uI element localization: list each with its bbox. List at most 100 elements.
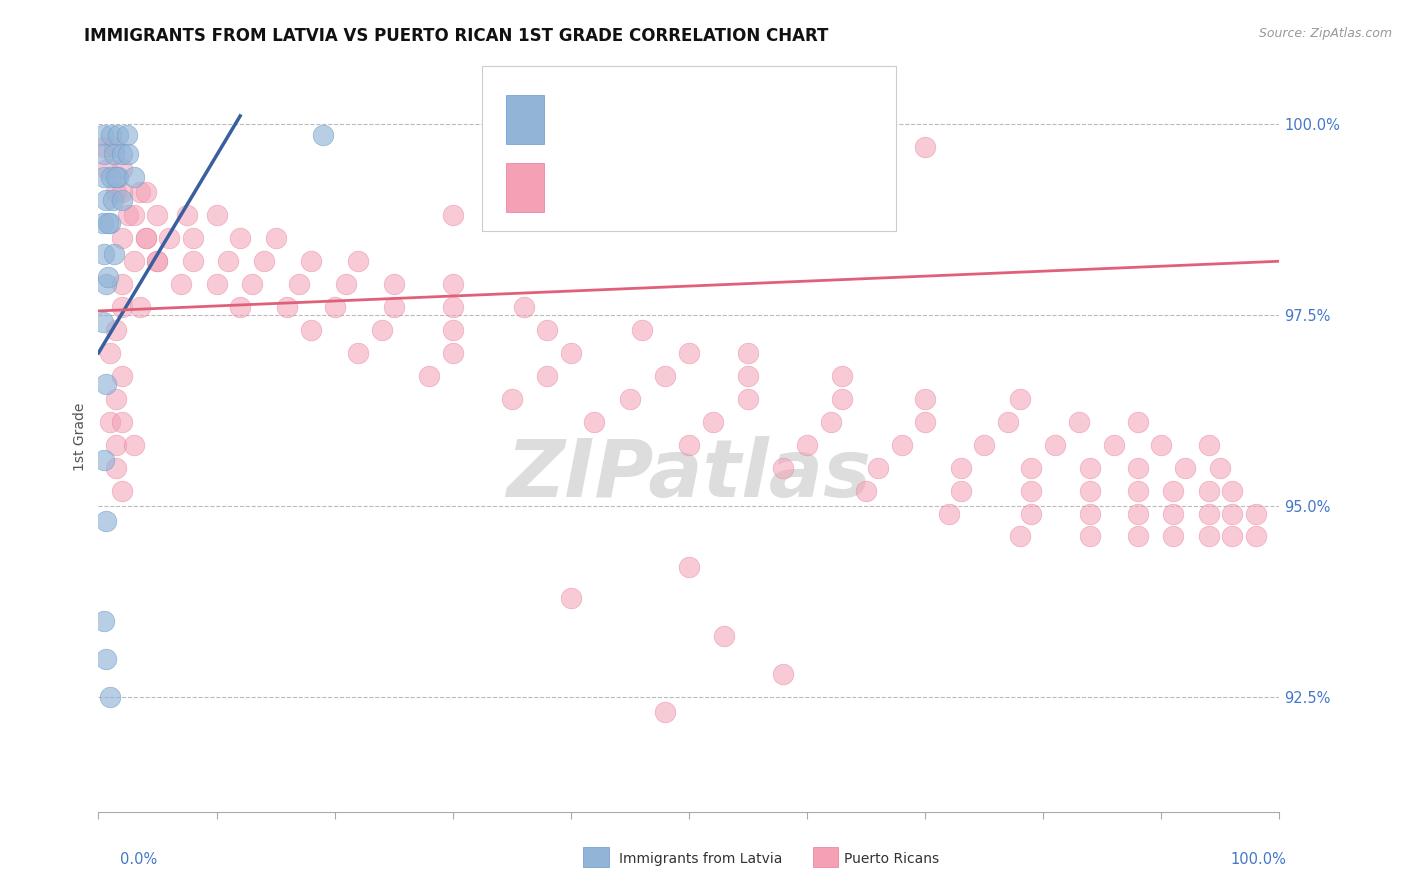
Point xyxy=(1126,460,1149,475)
Point xyxy=(170,277,193,292)
Point xyxy=(855,483,877,498)
Point xyxy=(1080,483,1102,498)
Point xyxy=(1067,415,1090,429)
Point xyxy=(678,560,700,574)
Point xyxy=(94,652,117,666)
Point xyxy=(1174,460,1197,475)
Point xyxy=(111,147,134,161)
Point xyxy=(772,460,794,475)
Point xyxy=(157,231,180,245)
Point xyxy=(299,254,322,268)
Point xyxy=(122,170,145,185)
Point xyxy=(560,186,582,200)
Text: IMMIGRANTS FROM LATVIA VS PUERTO RICAN 1ST GRADE CORRELATION CHART: IMMIGRANTS FROM LATVIA VS PUERTO RICAN 1… xyxy=(84,27,828,45)
Point xyxy=(105,170,128,185)
Point xyxy=(107,170,129,185)
Point xyxy=(1080,507,1102,521)
Point xyxy=(128,186,150,200)
Point xyxy=(205,208,228,222)
Point xyxy=(702,415,724,429)
Point xyxy=(111,368,134,383)
Point xyxy=(441,208,464,222)
Point xyxy=(737,392,759,406)
Point xyxy=(1008,529,1031,543)
Point xyxy=(1198,483,1220,498)
Point xyxy=(93,614,115,628)
Point xyxy=(105,460,128,475)
Point xyxy=(176,208,198,222)
Point xyxy=(866,460,889,475)
Point xyxy=(111,231,134,245)
Point xyxy=(323,300,346,314)
FancyBboxPatch shape xyxy=(506,95,544,144)
Point xyxy=(512,300,534,314)
Point xyxy=(347,254,370,268)
Point xyxy=(914,415,936,429)
Point xyxy=(100,128,122,142)
Point xyxy=(135,231,157,245)
Text: 0.176: 0.176 xyxy=(624,178,676,196)
Point xyxy=(831,392,853,406)
Point xyxy=(101,193,124,207)
Point xyxy=(96,162,118,177)
Point xyxy=(1244,507,1267,521)
Point xyxy=(371,323,394,337)
Point xyxy=(1126,415,1149,429)
Point xyxy=(619,392,641,406)
Point xyxy=(1102,438,1125,452)
Point xyxy=(890,438,912,452)
Point xyxy=(229,300,252,314)
Point xyxy=(1198,507,1220,521)
Point xyxy=(312,128,335,142)
Point xyxy=(94,514,117,528)
Point xyxy=(93,139,115,153)
Point xyxy=(107,128,129,142)
Point xyxy=(654,368,676,383)
Point xyxy=(678,346,700,360)
Point xyxy=(91,315,114,329)
Point xyxy=(181,254,204,268)
Point xyxy=(1043,438,1066,452)
Point xyxy=(181,231,204,245)
Text: Source: ZipAtlas.com: Source: ZipAtlas.com xyxy=(1258,27,1392,40)
Point xyxy=(347,346,370,360)
Point xyxy=(678,438,700,452)
Point xyxy=(111,186,134,200)
Point xyxy=(103,139,125,153)
Point xyxy=(1126,529,1149,543)
Point xyxy=(560,591,582,605)
Point xyxy=(583,415,606,429)
Point xyxy=(1008,392,1031,406)
Point xyxy=(122,208,145,222)
Point xyxy=(560,346,582,360)
Point xyxy=(122,438,145,452)
Point xyxy=(418,368,440,383)
Point xyxy=(737,139,759,153)
Point xyxy=(94,193,117,207)
Point xyxy=(217,254,239,268)
FancyBboxPatch shape xyxy=(506,163,544,211)
Point xyxy=(441,277,464,292)
Point xyxy=(1126,507,1149,521)
Point xyxy=(1220,529,1243,543)
Text: 0.372: 0.372 xyxy=(624,111,676,128)
Point xyxy=(382,277,405,292)
Point xyxy=(914,139,936,153)
Point xyxy=(1209,460,1232,475)
Point xyxy=(288,277,311,292)
Point xyxy=(115,128,138,142)
Point xyxy=(98,690,121,704)
Point xyxy=(117,208,139,222)
Point xyxy=(831,368,853,383)
Point xyxy=(820,415,842,429)
Point xyxy=(93,170,115,185)
Point xyxy=(111,193,134,207)
Point xyxy=(240,277,263,292)
Point xyxy=(737,346,759,360)
Point xyxy=(105,438,128,452)
Text: 0.0%: 0.0% xyxy=(120,852,156,867)
Point xyxy=(146,208,169,222)
Point xyxy=(100,170,122,185)
Text: N =: N = xyxy=(730,179,758,194)
Point xyxy=(1220,507,1243,521)
